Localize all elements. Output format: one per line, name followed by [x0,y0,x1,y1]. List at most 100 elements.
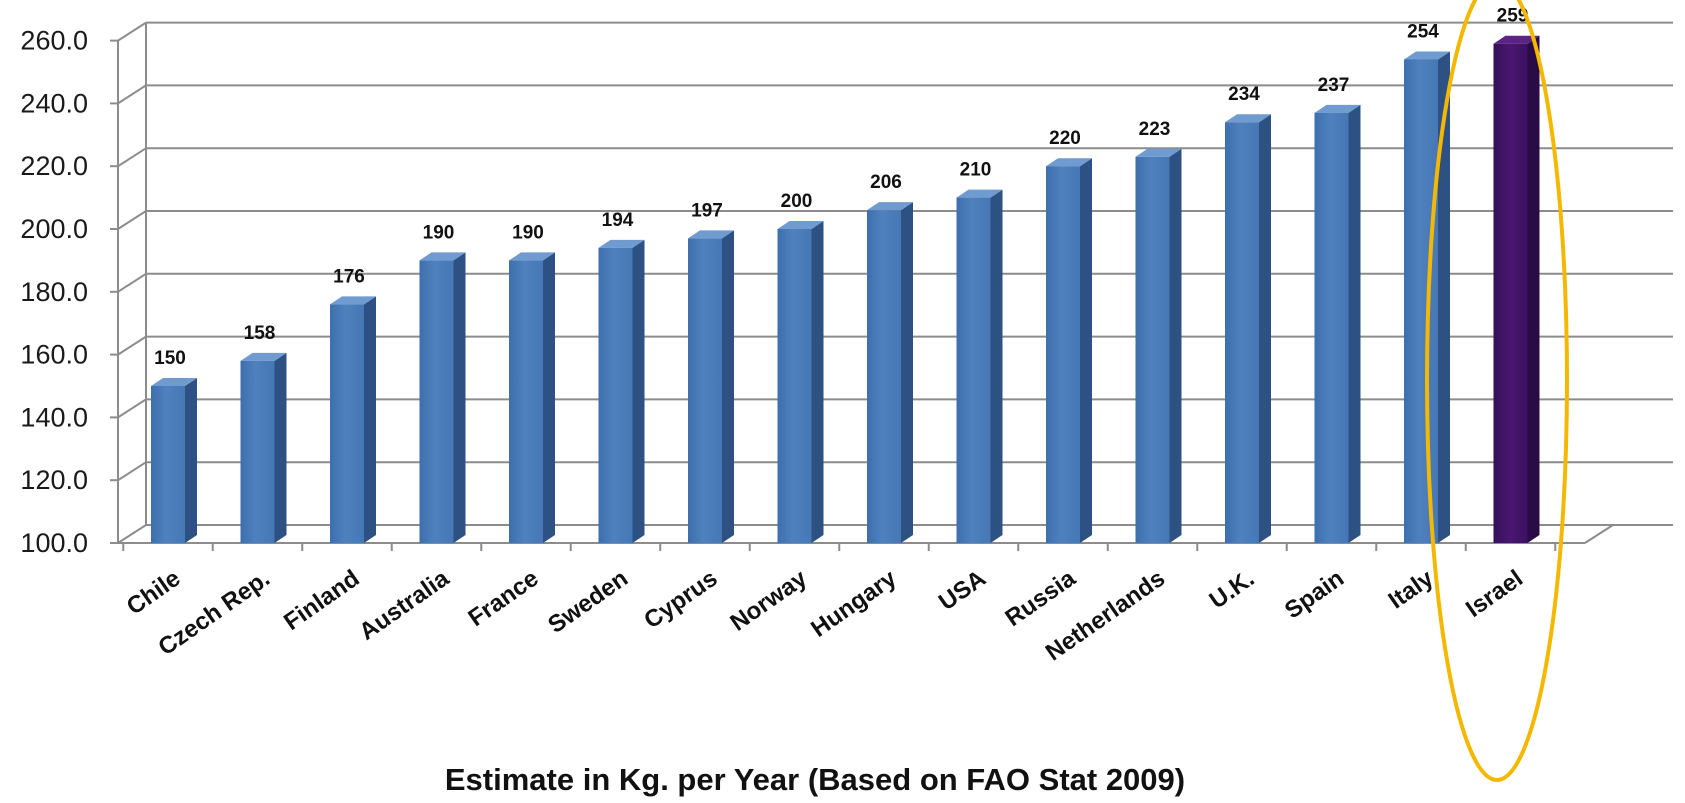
bar-front [240,360,275,543]
highlight-ellipse [1425,0,1569,782]
data-label: 237 [1318,75,1350,96]
data-label: 206 [870,172,902,193]
x-category-label: USA [934,565,991,616]
bar-side [1169,148,1182,543]
data-label: 259 [1497,6,1529,27]
bar-top [240,352,287,361]
bar-top [956,189,1003,198]
bar-front [1046,166,1080,543]
bar-side [185,378,197,543]
bar-front [151,386,185,543]
bar-czech-rep [240,352,287,543]
bar-israel [1493,35,1540,544]
bar-side [1438,51,1450,543]
bar-top [1493,35,1540,44]
y-tick-label: 200.0 [20,214,88,244]
gridline-connector [117,461,147,482]
bar-top [1225,114,1271,123]
bar-spain [1314,104,1361,543]
bar-u-k [1225,114,1271,544]
bar-front [419,260,454,543]
bar-side [1527,35,1540,544]
gridline-connector [117,398,147,419]
bars [151,35,1540,544]
data-label: 150 [154,348,186,369]
bar-usa [956,189,1003,543]
x-category-label: Italy [1384,564,1439,614]
bar-italy [1404,51,1450,543]
bar-france [509,252,555,543]
gridline-connector [117,210,147,230]
y-tick-label: 100.0 [20,528,88,558]
x-category-label: U.K. [1205,565,1260,615]
data-label: 190 [423,222,455,243]
x-category-label: Sweden [543,565,633,639]
y-tick-label: 220.0 [20,151,88,181]
data-label: 200 [781,191,813,212]
bar-australia [419,252,466,543]
bar-front [509,260,543,543]
bar-front [330,304,364,543]
bar-side [990,189,1003,543]
bar-sweden [598,239,645,543]
floor-edge [1584,524,1614,544]
bar-front [1225,122,1259,544]
bar-cyprus [688,230,734,544]
bar-top [1314,104,1361,113]
bar-top [598,239,645,248]
bar-top [777,221,824,229]
y-tick-label: 140.0 [20,402,88,432]
data-label: 254 [1407,21,1439,42]
x-category-label: Israel [1461,565,1528,623]
gridline-connector [117,21,147,42]
bar-front [956,197,991,543]
x-category-label: Chile [122,565,186,621]
bar-front [867,210,901,543]
gridline-connector [117,84,147,105]
bar-front [777,229,812,543]
gridline-connector [117,147,147,168]
bar-front [1135,156,1170,543]
bar-top [509,252,555,261]
data-label: 220 [1049,128,1081,149]
x-category-label: Norway [725,564,812,636]
data-label: 210 [960,160,992,181]
bar-netherlands [1135,148,1182,543]
y-tick-label: 120.0 [20,465,88,495]
gridline-connector [117,335,147,356]
bar-russia [1046,158,1092,543]
bar-side [274,352,287,543]
bar-side [364,296,376,543]
bar-finland [330,296,376,543]
bar-front [598,247,633,543]
bar-front [1404,59,1438,543]
bar-top [1404,51,1450,60]
data-label: 158 [244,323,276,344]
y-tick-label: 180.0 [20,277,88,307]
data-label: 197 [691,200,723,221]
bar-side [722,230,734,544]
x-category-label: Cyprus [639,565,722,635]
bar-side [453,252,466,543]
bar-norway [777,221,824,543]
data-label: 176 [333,266,365,287]
data-labels: 150 158 176 190 190 194 197 200 206 210 220 223 234 2… [154,6,1528,369]
bar-side [1259,114,1271,544]
data-label: 223 [1139,119,1171,140]
x-category-label: Hungary [806,564,902,642]
bar-side [1080,158,1092,543]
y-tick-label: 260.0 [20,26,88,56]
bar-top [688,230,734,239]
data-label: 194 [602,210,634,231]
bar-side [811,221,824,543]
data-label: 190 [512,222,544,243]
x-category-label: Australia [354,564,454,645]
y-axis: 100.0 120.0 140.0 160.0 180.0 200.0 220.0 240.0… [20,26,1557,558]
bar-front [688,238,722,544]
gridline-connector [117,272,147,293]
bar-hungary [867,202,913,543]
x-category-label: France [463,565,543,632]
y-tick-label: 240.0 [20,88,88,118]
